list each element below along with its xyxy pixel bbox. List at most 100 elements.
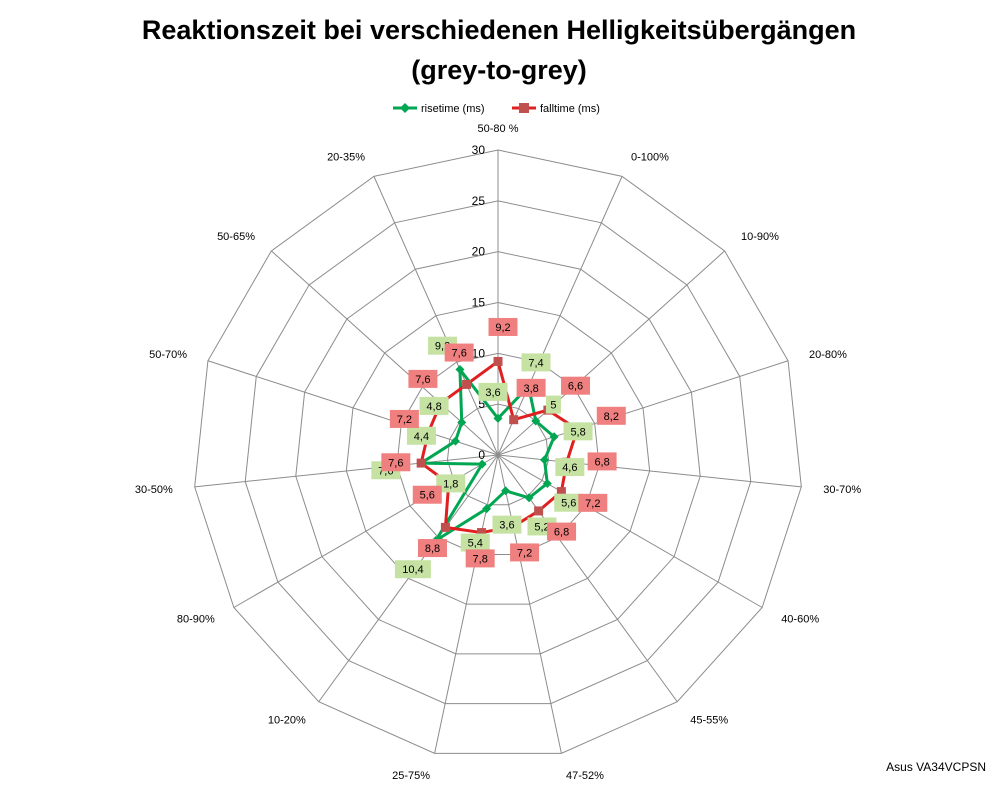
value-label-bg [460, 533, 490, 552]
value-label-bg [521, 353, 551, 372]
axis-spoke [497, 454, 763, 608]
value-label: 8,8 [425, 543, 440, 555]
risetime-marker [531, 416, 541, 426]
risetime-marker [542, 478, 552, 488]
legend-marker [400, 103, 410, 113]
value-label: 7,2 [585, 498, 600, 510]
grid-ring [244, 200, 752, 705]
legend-label: falltime (ms) [540, 103, 600, 115]
chart-title-line-1: Reaktionszeit bei verschiedenen Helligke… [141, 15, 857, 45]
value-label: 7,6 [415, 374, 430, 386]
value-label-bg [492, 515, 522, 534]
risetime-marker [450, 436, 460, 446]
value-label-bg [444, 343, 474, 362]
value-label-bg [587, 452, 617, 471]
category-label: 50-80 % [478, 123, 519, 135]
value-label-bg [406, 426, 436, 445]
value-label-bg [389, 409, 419, 428]
category-label: 50-65% [217, 231, 255, 243]
category-label: 50-70% [149, 349, 187, 361]
value-label-bg [547, 522, 577, 541]
risetime-marker [457, 417, 467, 427]
value-label: 3,6 [485, 387, 500, 399]
axis-spoke [434, 454, 499, 754]
legend: risetime (ms) falltime (ms) [393, 103, 600, 115]
radial-tick-label: 25 [472, 194, 486, 208]
value-label-bg [554, 493, 584, 512]
value-label-bg [394, 560, 431, 579]
category-label: 45-55% [690, 715, 728, 727]
risetime-marker [482, 504, 492, 514]
risetime-marker [493, 413, 503, 423]
value-label-bg [488, 317, 518, 336]
axis-spoke [373, 176, 499, 456]
value-label: 10,4 [402, 564, 423, 576]
radial-tick-label: 0 [478, 448, 485, 462]
category-labels: 50-80 % 0-100% 10-90% 20-80% 30-70% 40-60% 45-… [135, 123, 861, 782]
value-label: 1,8 [443, 478, 458, 490]
axis-spoke [207, 360, 499, 456]
radial-tick-label: 30 [472, 143, 486, 157]
value-label-bg [555, 458, 585, 477]
falltime-marker [462, 379, 472, 389]
axis-spoke [497, 176, 623, 456]
risetime-marker [455, 365, 465, 375]
risetime-marker [477, 459, 487, 469]
value-label: 9,2 [495, 322, 510, 334]
falltime-marker [440, 522, 450, 532]
axis-spoke [194, 454, 499, 488]
grid-ring [446, 403, 550, 506]
radial-tick-label: 5 [478, 397, 485, 411]
radial-tick-label: 10 [472, 346, 486, 360]
value-label-bg [596, 406, 626, 425]
risetime-marker [549, 432, 559, 442]
axis-spoke [497, 454, 562, 754]
value-label: 5,4 [468, 538, 483, 550]
value-label-bg [516, 378, 546, 397]
category-label: 47-52% [566, 770, 604, 782]
value-label: 7,8 [473, 553, 488, 565]
value-label: 7,6 [388, 457, 403, 469]
radial-tick-label: 15 [472, 296, 486, 310]
value-label: 4,4 [414, 431, 429, 443]
value-label: 3,8 [523, 383, 538, 395]
value-label-bg [419, 396, 449, 415]
value-label-bg [412, 485, 442, 504]
value-label-bg [408, 369, 438, 388]
value-label: 7,6 [452, 348, 467, 360]
category-label: 25-75% [392, 770, 430, 782]
category-label: 30-70% [823, 484, 861, 496]
value-label-bg [478, 382, 508, 401]
value-label-bg [510, 543, 540, 562]
value-labels: 3,6 7,4 5 5,8 4,6 5,6 5,2 3,6 5,4 10,4 1,8 7,6 4,4 4,… [371, 317, 626, 579]
risetime-marker [540, 455, 550, 465]
legend-label: risetime (ms) [421, 103, 485, 115]
value-label: 7,2 [517, 547, 532, 559]
value-label: 5 [550, 400, 556, 412]
value-label: 4,6 [562, 462, 577, 474]
falltime-marker [556, 487, 566, 497]
value-label-bg [545, 395, 561, 414]
risetime-marker [501, 486, 511, 496]
grid-ring [194, 149, 802, 754]
value-label: 3,6 [499, 520, 514, 532]
falltime-marker [493, 356, 503, 366]
category-label: 10-90% [741, 231, 779, 243]
value-label: 5,2 [534, 521, 549, 533]
value-label: 5,8 [570, 426, 585, 438]
value-label: 6,8 [594, 456, 609, 468]
radial-tick-label: 20 [472, 245, 486, 259]
category-label: 30-50% [135, 484, 173, 496]
category-label: 20-35% [327, 151, 365, 163]
series-line [419, 368, 556, 543]
category-label: 10-20% [268, 715, 306, 727]
category-label: 20-80% [809, 349, 847, 361]
footer-caption: Asus VA34VCPSN [886, 760, 986, 774]
category-label: 0-100% [631, 151, 669, 163]
value-label: 5,6 [561, 498, 576, 510]
grid-ring [345, 301, 651, 605]
category-label: 40-60% [781, 614, 819, 626]
grid-ring [295, 251, 701, 655]
value-label-bg [563, 422, 593, 441]
category-label: 80-90% [177, 614, 215, 626]
